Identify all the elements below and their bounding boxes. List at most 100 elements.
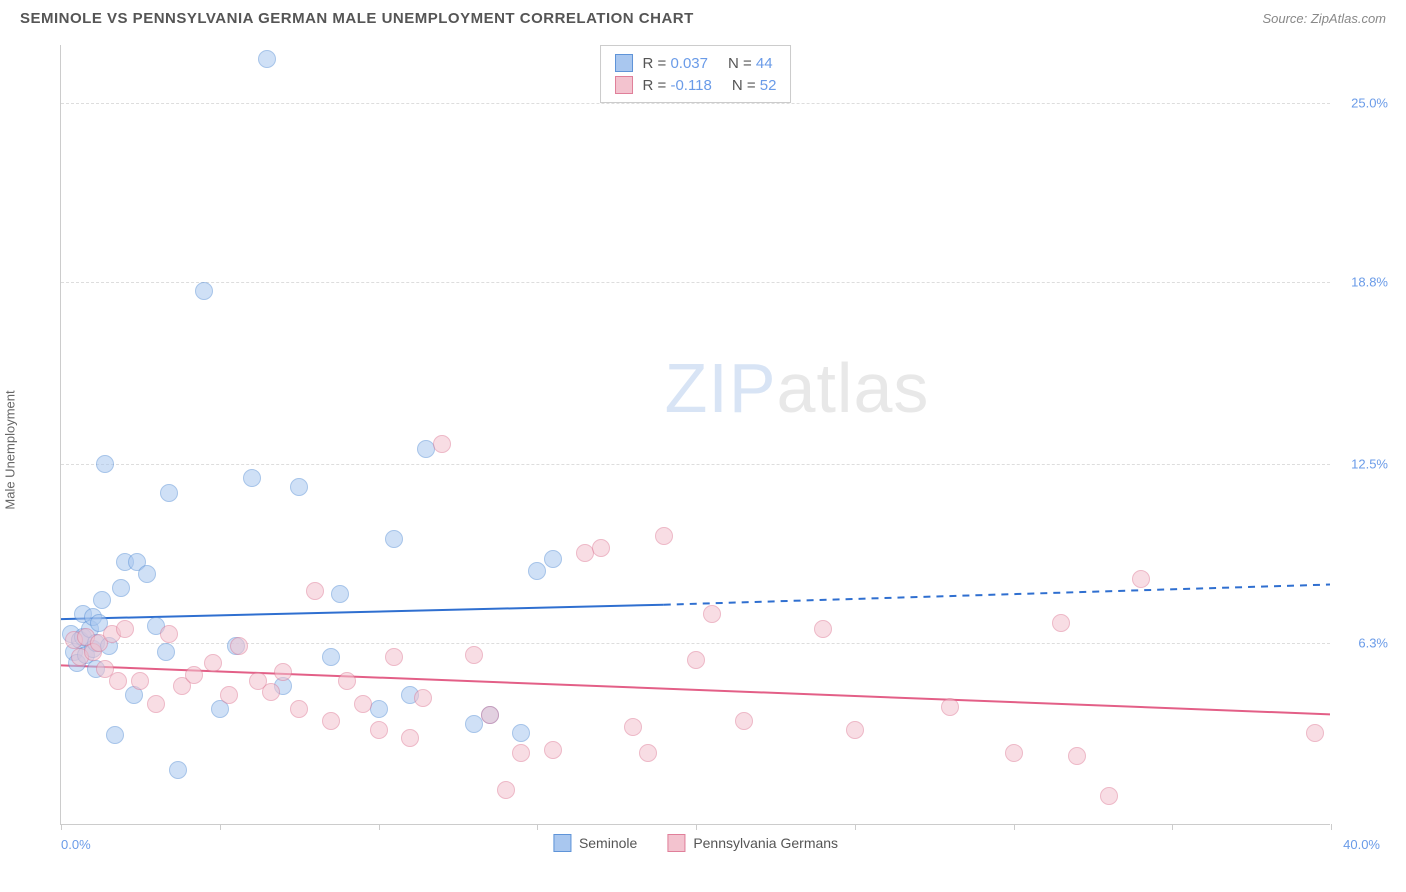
x-tick <box>855 824 856 830</box>
stat-n-value: 52 <box>760 77 777 94</box>
data-point <box>290 478 308 496</box>
data-point <box>306 582 324 600</box>
data-point <box>385 530 403 548</box>
stat-n-value: 44 <box>756 55 773 72</box>
y-tick-label: 12.5% <box>1351 456 1388 471</box>
x-tick <box>379 824 380 830</box>
x-tick <box>696 824 697 830</box>
data-point <box>96 455 114 473</box>
stat-n-label: N = 44 <box>728 55 773 72</box>
x-tick <box>1172 824 1173 830</box>
data-point <box>735 712 753 730</box>
data-point <box>204 654 222 672</box>
data-point <box>687 651 705 669</box>
trend-lines <box>61 45 1330 824</box>
stats-row: R = -0.118 N = 52 <box>615 74 777 96</box>
series-legend-label: Pennsylvania Germans <box>693 835 838 851</box>
legend-swatch <box>615 54 633 72</box>
stat-r-label: R = 0.037 <box>643 55 708 72</box>
data-point <box>116 620 134 638</box>
data-point <box>1005 744 1023 762</box>
stats-legend: R = 0.037 N = 44 R = -0.118 N = 52 <box>600 45 792 103</box>
data-point <box>185 666 203 684</box>
data-point <box>258 50 276 68</box>
data-point <box>169 761 187 779</box>
data-point <box>195 282 213 300</box>
watermark-thin: atlas <box>777 349 930 427</box>
data-point <box>528 562 546 580</box>
data-point <box>1132 570 1150 588</box>
data-point <box>846 721 864 739</box>
data-point <box>157 643 175 661</box>
data-point <box>544 550 562 568</box>
data-point <box>512 724 530 742</box>
series-legend-item: Seminole <box>553 834 637 852</box>
data-point <box>1306 724 1324 742</box>
chart-header: SEMINOLE VS PENNSYLVANIA GERMAN MALE UNE… <box>0 0 1406 32</box>
data-point <box>814 620 832 638</box>
x-tick <box>1014 824 1015 830</box>
series-legend: Seminole Pennsylvania Germans <box>553 834 838 852</box>
data-point <box>370 721 388 739</box>
stats-row: R = 0.037 N = 44 <box>615 52 777 74</box>
data-point <box>592 539 610 557</box>
data-point <box>370 700 388 718</box>
data-point <box>465 646 483 664</box>
data-point <box>433 435 451 453</box>
x-max-label: 40.0% <box>1343 837 1380 852</box>
gridline <box>61 282 1330 283</box>
data-point <box>93 591 111 609</box>
series-legend-item: Pennsylvania Germans <box>667 834 838 852</box>
data-point <box>544 741 562 759</box>
data-point <box>290 700 308 718</box>
legend-swatch <box>615 76 633 94</box>
data-point <box>941 698 959 716</box>
data-point <box>138 565 156 583</box>
legend-swatch <box>667 834 685 852</box>
data-point <box>109 672 127 690</box>
data-point <box>331 585 349 603</box>
y-axis-label: Male Unemployment <box>3 390 18 509</box>
data-point <box>1068 747 1086 765</box>
data-point <box>243 469 261 487</box>
data-point <box>230 637 248 655</box>
data-point <box>147 695 165 713</box>
data-point <box>354 695 372 713</box>
x-tick <box>1331 824 1332 830</box>
data-point <box>112 579 130 597</box>
data-point <box>106 726 124 744</box>
x-tick <box>220 824 221 830</box>
series-legend-label: Seminole <box>579 835 637 851</box>
gridline <box>61 464 1330 465</box>
data-point <box>322 648 340 666</box>
data-point <box>338 672 356 690</box>
data-point <box>322 712 340 730</box>
data-point <box>512 744 530 762</box>
stat-r-value: -0.118 <box>670 77 711 94</box>
stat-n-label: N = 52 <box>732 77 777 94</box>
data-point <box>385 648 403 666</box>
data-point <box>1100 787 1118 805</box>
legend-swatch <box>553 834 571 852</box>
data-point <box>639 744 657 762</box>
data-point <box>401 729 419 747</box>
data-point <box>160 625 178 643</box>
stat-r-value: 0.037 <box>670 55 708 72</box>
x-min-label: 0.0% <box>61 837 91 852</box>
gridline <box>61 103 1330 104</box>
data-point <box>220 686 238 704</box>
data-point <box>703 605 721 623</box>
stat-r-label: R = -0.118 <box>643 77 712 94</box>
data-point <box>274 663 292 681</box>
data-point <box>160 484 178 502</box>
data-point <box>262 683 280 701</box>
data-point <box>131 672 149 690</box>
plot-area: ZIPatlas R = 0.037 N = 44 R = -0.118 N = 52… <box>60 45 1330 825</box>
trend-line-extension <box>664 585 1330 605</box>
data-point <box>497 781 515 799</box>
data-point <box>1052 614 1070 632</box>
watermark: ZIPatlas <box>665 348 930 428</box>
data-point <box>414 689 432 707</box>
y-tick-label: 25.0% <box>1351 95 1388 110</box>
chart-source: Source: ZipAtlas.com <box>1262 11 1386 26</box>
